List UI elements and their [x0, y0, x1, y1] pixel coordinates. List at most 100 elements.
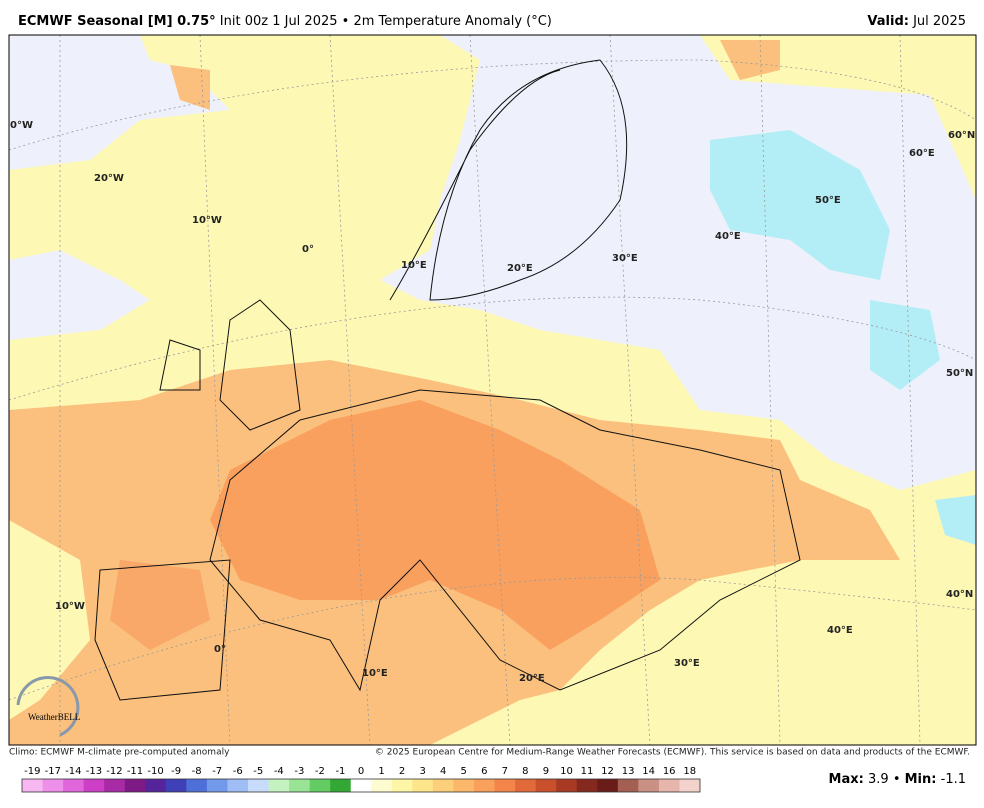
- map-label: 40°E: [827, 625, 853, 636]
- min-label: Min:: [905, 772, 937, 787]
- map-label: 50°E: [815, 195, 841, 206]
- map-label: 40°E: [715, 231, 741, 242]
- map-label: 20°W: [94, 173, 124, 184]
- colorbar-cell: [289, 779, 311, 792]
- colorbar-label: 0: [358, 766, 364, 777]
- colorbar-cell: [432, 779, 454, 792]
- colorbar-label: 16: [663, 766, 676, 777]
- map-label: 10°E: [401, 260, 427, 271]
- colorbar-cell: [679, 779, 701, 792]
- map-label: 40°N: [946, 589, 973, 600]
- map-label: 60°N: [948, 130, 975, 141]
- colorbar-label: -10: [147, 766, 163, 777]
- colorbar-cell: [309, 779, 331, 792]
- map-label: 20°E: [519, 673, 545, 684]
- colorbar-label: -14: [65, 766, 81, 777]
- colorbar-cell: [412, 779, 434, 792]
- colorbar-cell: [330, 779, 352, 792]
- colorbar-label: -12: [106, 766, 122, 777]
- map-label: 0°W: [10, 120, 33, 131]
- strong-warm-anomaly: [110, 560, 210, 650]
- colorbar-label: 14: [642, 766, 655, 777]
- climo-note: Climo: ECMWF M-climate pre-computed anom…: [9, 748, 230, 758]
- colorbar-cell: [658, 779, 680, 792]
- colorbar-label: 3: [419, 766, 425, 777]
- colorbar-cell: [165, 779, 187, 792]
- map-label: 20°E: [507, 263, 533, 274]
- max-value: 3.9: [868, 772, 889, 787]
- map-frame: [8, 34, 977, 746]
- colorbar-label: 18: [683, 766, 696, 777]
- map: WeatherBELL 0°W 20°W 10°W 0° 10°E 20°E 3…: [8, 34, 977, 746]
- map-label: 10°W: [55, 601, 85, 612]
- colorbar-label: -19: [24, 766, 40, 777]
- colorbar-cell: [104, 779, 126, 792]
- colorbar-label: 8: [522, 766, 528, 777]
- max-label: Max:: [829, 772, 864, 787]
- min-value: -1.1: [941, 772, 966, 787]
- valid: Valid: Jul 2025: [867, 14, 966, 29]
- colorbar-label: 1: [378, 766, 384, 777]
- title: ECMWF Seasonal [M] 0.75° Init 00z 1 Jul …: [18, 14, 552, 29]
- colorbar-label: -13: [86, 766, 102, 777]
- stats: Max: 3.9 • Min: -1.1: [829, 772, 966, 787]
- map-label: 0°: [302, 244, 314, 255]
- colorbar-label: 10: [560, 766, 573, 777]
- title-main: ECMWF Seasonal [M] 0.75°: [18, 14, 216, 29]
- colorbar-label: 13: [622, 766, 635, 777]
- colorbar-cell: [515, 779, 537, 792]
- colorbar-label: 2: [399, 766, 405, 777]
- colorbar-label: -5: [253, 766, 263, 777]
- map-label: 30°E: [612, 253, 638, 264]
- colorbar-cell: [248, 779, 270, 792]
- colorbar-cell: [268, 779, 290, 792]
- colorbar-label: -2: [315, 766, 325, 777]
- cold-anomaly: [935, 495, 976, 545]
- valid-value: Jul 2025: [912, 14, 966, 29]
- map-label: 0°: [214, 644, 226, 655]
- colorbar-cell: [494, 779, 516, 792]
- colorbar-cell: [186, 779, 208, 792]
- colorbar-cell: [535, 779, 557, 792]
- colorbar-cell: [83, 779, 105, 792]
- cool-area: [380, 35, 976, 490]
- map-label: 10°E: [362, 668, 388, 679]
- colorbar-cell: [638, 779, 660, 792]
- colorbar-label: -11: [127, 766, 143, 777]
- graticule: [9, 35, 976, 745]
- colorbar-cell: [617, 779, 639, 792]
- colorbar-cell: [22, 779, 44, 792]
- colorbar-label: -3: [294, 766, 304, 777]
- colorbar: -19 -17 -14 -13 -12 -11 -10 -9 -8 -7 -6 -5 -4 -3 -2 -1 0…: [21, 766, 701, 793]
- copyright: © 2025 European Centre for Medium-Range …: [375, 748, 970, 758]
- colorbar-label: -1: [335, 766, 345, 777]
- colorbar-cell: [42, 779, 64, 792]
- map-label: 50°N: [946, 368, 973, 379]
- colorbar-cell: [124, 779, 146, 792]
- colorbar-label: -7: [212, 766, 222, 777]
- colorbar-label: 7: [502, 766, 508, 777]
- map-label: 10°W: [192, 215, 222, 226]
- colorbar-cell: [556, 779, 578, 792]
- colorbar-cell: [474, 779, 496, 792]
- colorbar-label: 9: [543, 766, 549, 777]
- sea: [9, 520, 90, 720]
- map-label: 60°E: [909, 148, 935, 159]
- colorbar-cell: [576, 779, 598, 792]
- colorbar-label: 4: [440, 766, 446, 777]
- colorbar-cell: [227, 779, 249, 792]
- colorbar-label: 11: [581, 766, 594, 777]
- colorbar-cell: [350, 779, 372, 792]
- strong-warm-anomaly: [210, 400, 660, 650]
- colorbar-cell: [63, 779, 85, 792]
- colorbar-cell: [453, 779, 475, 792]
- coastline: [94, 59, 801, 701]
- colorbar-label: 12: [601, 766, 614, 777]
- cold-anomaly: [710, 130, 890, 280]
- colorbar-label: -17: [45, 766, 61, 777]
- map-label: 30°E: [674, 658, 700, 669]
- colorbar-cell: [597, 779, 619, 792]
- cold-anomaly: [870, 300, 940, 390]
- colorbar-frame: [21, 778, 701, 793]
